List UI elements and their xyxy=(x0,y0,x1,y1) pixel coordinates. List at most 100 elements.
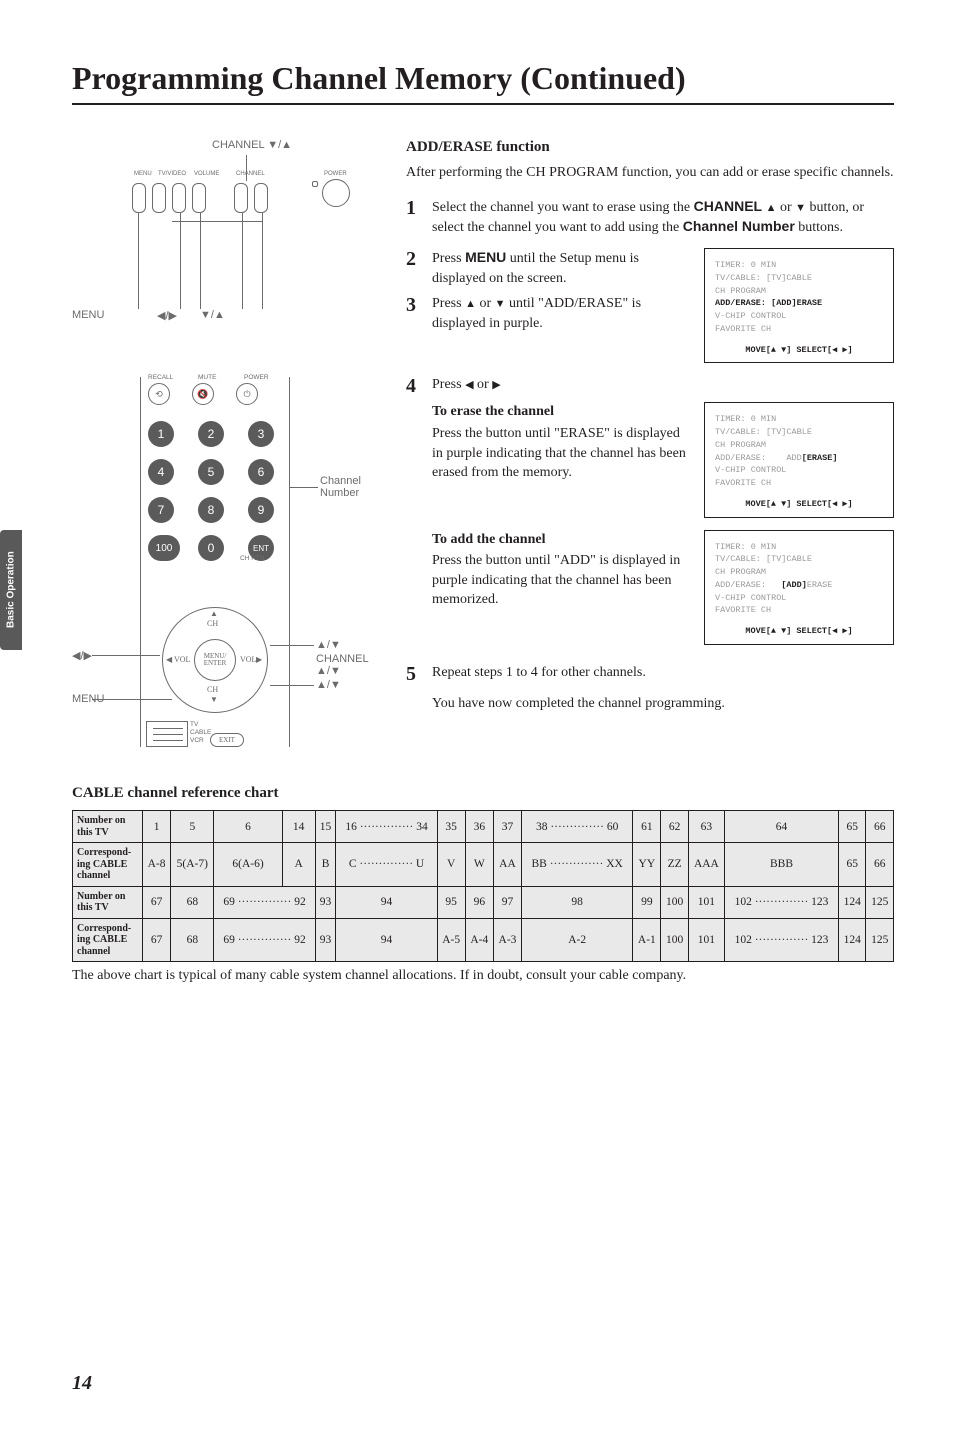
tv-channel-up-button[interactable] xyxy=(254,183,268,213)
remote-key-3[interactable]: 3 xyxy=(248,421,274,447)
remote-menu-enter-button[interactable]: MENU/ENTER xyxy=(194,639,236,681)
row-label-num-tv-1: Number on this TV xyxy=(73,811,143,843)
step-4-number: 4 xyxy=(406,375,422,398)
page-title: Programming Channel Memory (Continued) xyxy=(72,60,894,105)
callout-channel-number: Channel Number xyxy=(320,475,361,499)
tv-lr-arrows: ◀/▶ xyxy=(157,309,177,322)
tv-tiny-channel: CHANNEL xyxy=(236,171,265,177)
table-row: Number on this TV 676869 ·············· … xyxy=(73,886,894,918)
osd2-timer: TIMER: 0 MIN xyxy=(715,413,883,426)
remote-vol-l: ◀ xyxy=(166,655,172,664)
tv-tiny-volume: VOLUME xyxy=(194,171,219,177)
remote-recall-button[interactable]: ⟲ xyxy=(148,383,170,405)
osd2-tvcable: TV/CABLE: [TV]CABLE xyxy=(715,426,883,439)
remote-mute-button[interactable]: 🔇 xyxy=(192,383,214,405)
remote-ch-up: ▲ xyxy=(210,609,218,618)
remote-vol-l-label: VOL xyxy=(174,655,190,664)
callout-menu: MENU xyxy=(72,693,104,705)
chart-heading: CABLE channel reference chart xyxy=(72,785,894,802)
remote-key-0[interactable]: 0 xyxy=(198,535,224,561)
tv-volume-up-button[interactable] xyxy=(192,183,206,213)
remote-mode-slider[interactable] xyxy=(146,721,188,747)
remote-key-5[interactable]: 5 xyxy=(198,459,224,485)
tv-tiny-tvvideo: TV/VIDEO xyxy=(158,171,186,177)
osd3-tvcable: TV/CABLE: [TV]CABLE xyxy=(715,553,883,566)
osd-box-2: TIMER: 0 MIN TV/CABLE: [TV]CABLE CH PROG… xyxy=(704,402,894,517)
osd1-fav: FAVORITE CH xyxy=(715,323,883,336)
table-row: Correspond-ing CABLE channel A-85(A-7)6(… xyxy=(73,843,894,887)
step-5-number: 5 xyxy=(406,663,422,686)
step-3-number: 3 xyxy=(406,294,422,333)
osd1-tvcable: TV/CABLE: [TV]CABLE xyxy=(715,272,883,285)
remote-key-2[interactable]: 2 xyxy=(198,421,224,447)
table-row: Number on this TV 156141516 ············… xyxy=(73,811,894,843)
step-2-body: Press MENU until the Setup menu is displ… xyxy=(432,248,690,288)
step-3-body: Press ▲ or ▼ until "ADD/ERASE" is displa… xyxy=(432,294,690,333)
remote-power-button[interactable]: ⏻ xyxy=(236,383,258,405)
remote-ch-dn: ▼ xyxy=(210,695,218,704)
step-4-add-heading: To add the channel xyxy=(432,530,690,550)
remote-ch-dn-label: CH xyxy=(207,685,218,694)
remote-slider-vcr: VCR xyxy=(190,737,204,744)
row-label-cable-2: Correspond-ing CABLE channel xyxy=(73,918,143,962)
right-column: ADD/ERASE function After performing the … xyxy=(406,139,894,757)
osd-box-1: TIMER: 0 MIN TV/CABLE: [TV]CABLE CH PROG… xyxy=(704,248,894,363)
step-4-lead: Press ◀ or ▶ xyxy=(432,375,894,398)
osd1-chprog: CH PROGRAM xyxy=(715,285,883,298)
osd3-fav: FAVORITE CH xyxy=(715,604,883,617)
step-1-body: Select the channel you want to erase usi… xyxy=(432,197,894,238)
remote-key-8[interactable]: 8 xyxy=(198,497,224,523)
remote-key-7[interactable]: 7 xyxy=(148,497,174,523)
tv-tvvideo-button[interactable] xyxy=(152,183,166,213)
callout-ud: ▲/▼ xyxy=(316,639,341,651)
step-4-erase-heading: To erase the channel xyxy=(432,402,690,422)
tv-channel-down-button[interactable] xyxy=(234,183,248,213)
table-row: Correspond-ing CABLE channel 676869 ····… xyxy=(73,918,894,962)
remote-diagram: RECALL MUTE POWER ⟲ 🔇 ⏻ 1 2 3 4 5 6 7 8 … xyxy=(140,377,350,757)
cable-chart-table: Number on this TV 156141516 ············… xyxy=(72,810,894,962)
remote-power-label: POWER xyxy=(244,374,269,381)
left-column: CHANNEL ▼/▲ MENU TV/VIDEO VOLUME CHANNEL… xyxy=(72,139,382,757)
osd1-vchip: V-CHIP CONTROL xyxy=(715,310,883,323)
tv-channel-label: CHANNEL ▼/▲ xyxy=(212,139,292,151)
remote-slider-tv: TV xyxy=(190,721,198,728)
tv-tiny-menu: MENU xyxy=(134,171,152,177)
step-4-erase-body: Press the button until "ERASE" is displa… xyxy=(432,424,690,483)
remote-key-9[interactable]: 9 xyxy=(248,497,274,523)
remote-slider-cable: CABLE xyxy=(190,729,211,736)
osd2-vchip: V-CHIP CONTROL xyxy=(715,464,883,477)
tv-diagram: CHANNEL ▼/▲ MENU TV/VIDEO VOLUME CHANNEL… xyxy=(72,139,372,359)
tv-menu-button[interactable] xyxy=(132,183,146,213)
callout-channel: CHANNEL ▲/▼ xyxy=(316,653,369,677)
step-2-number: 2 xyxy=(406,248,422,288)
tv-volume-down-button[interactable] xyxy=(172,183,186,213)
row-label-num-tv-2: Number on this TV xyxy=(73,886,143,918)
osd2-foot: MOVE[▲ ▼] SELECT[◀ ▶] xyxy=(715,498,883,511)
remote-key-6[interactable]: 6 xyxy=(248,459,274,485)
osd2-fav: FAVORITE CH xyxy=(715,477,883,490)
sidebar-tab: Basic Operation xyxy=(0,530,22,650)
tv-tiny-power: POWER xyxy=(324,171,347,177)
remote-key-100[interactable]: 100 xyxy=(148,535,180,561)
row-label-cable-1: Correspond-ing CABLE channel xyxy=(73,843,143,887)
remote-vol-r: ▶ xyxy=(256,655,262,664)
remote-exit-button[interactable]: EXIT xyxy=(210,733,244,747)
osd3-foot: MOVE[▲ ▼] SELECT[◀ ▶] xyxy=(715,625,883,638)
callout-ud2: ▲/▼ xyxy=(316,679,341,691)
remote-ch-up-label: CH xyxy=(207,619,218,628)
osd3-timer: TIMER: 0 MIN xyxy=(715,541,883,554)
tv-ud-arrows: ▼/▲ xyxy=(200,309,225,321)
section-intro: After performing the CH PROGRAM function… xyxy=(406,164,894,183)
page-number: 14 xyxy=(72,1372,92,1395)
remote-key-4[interactable]: 4 xyxy=(148,459,174,485)
step-5-body: Repeat steps 1 to 4 for other channels. xyxy=(432,663,894,686)
remote-vol-r-label: VOL xyxy=(240,655,256,664)
step-4-add-body: Press the button until "ADD" is displaye… xyxy=(432,551,690,610)
remote-mute-label: MUTE xyxy=(198,374,216,381)
remote-key-1[interactable]: 1 xyxy=(148,421,174,447)
tv-menu-label: MENU xyxy=(72,309,104,321)
remote-chrtn-label: CH RTN xyxy=(240,555,264,562)
osd2-chprog: CH PROGRAM xyxy=(715,439,883,452)
osd1-timer: TIMER: 0 MIN xyxy=(715,259,883,272)
tv-power-button[interactable] xyxy=(322,179,350,207)
